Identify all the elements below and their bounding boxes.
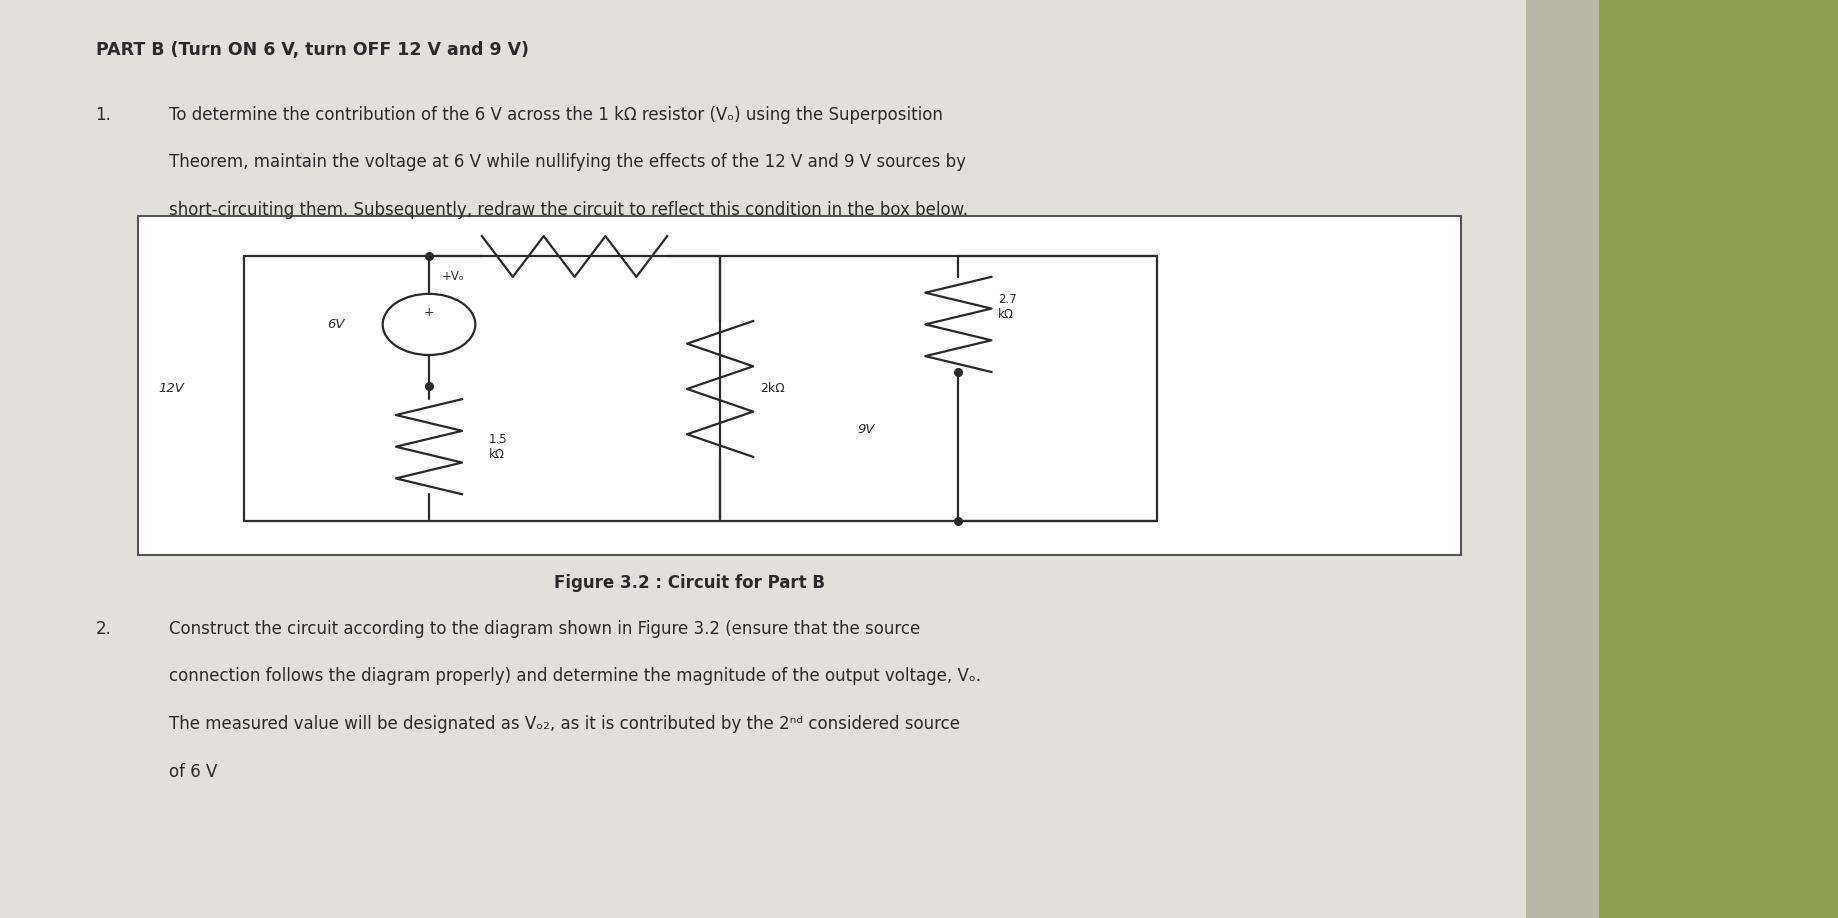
Text: Construct the circuit according to the diagram shown in Figure 3.2 (ensure that : Construct the circuit according to the d… [169,620,921,638]
Text: +: + [425,306,434,319]
Text: 12V: 12V [158,383,184,396]
Ellipse shape [382,294,476,355]
Text: 1.5
kΩ: 1.5 kΩ [489,432,507,461]
Bar [1599,0,1838,918]
Text: 9V: 9V [857,423,875,436]
Text: short-circuiting them. Subsequently, redraw the circuit to reflect this conditio: short-circuiting them. Subsequently, red… [169,201,969,219]
Text: To determine the contribution of the 6 V across the 1 kΩ resistor (Vₒ) using the: To determine the contribution of the 6 V… [169,106,943,124]
Text: 1.: 1. [96,106,112,124]
Text: The measured value will be designated as Vₒ₂, as it is contributed by the 2ⁿᵈ co: The measured value will be designated as… [169,715,959,733]
Text: 2kΩ: 2kΩ [759,383,785,396]
Text: Figure 3.2 : Circuit for Part B: Figure 3.2 : Circuit for Part B [553,574,825,592]
Bar [1526,0,1599,918]
Text: connection follows the diagram properly) and determine the magnitude of the outp: connection follows the diagram properly)… [169,667,981,686]
Text: Theorem, maintain the voltage at 6 V while nullifying the effects of the 12 V an: Theorem, maintain the voltage at 6 V whi… [169,153,967,172]
Text: +Vₒ: +Vₒ [443,271,465,284]
Bar [0,0,1526,918]
Text: PART B (Turn ON 6 V, turn OFF 12 V and 9 V): PART B (Turn ON 6 V, turn OFF 12 V and 9… [96,41,529,60]
Bar [138,216,1461,555]
Text: 2.: 2. [96,620,112,638]
Text: 6V: 6V [327,318,346,330]
Text: 2.7
kΩ: 2.7 kΩ [998,294,1016,321]
Text: of 6 V: of 6 V [169,763,217,781]
